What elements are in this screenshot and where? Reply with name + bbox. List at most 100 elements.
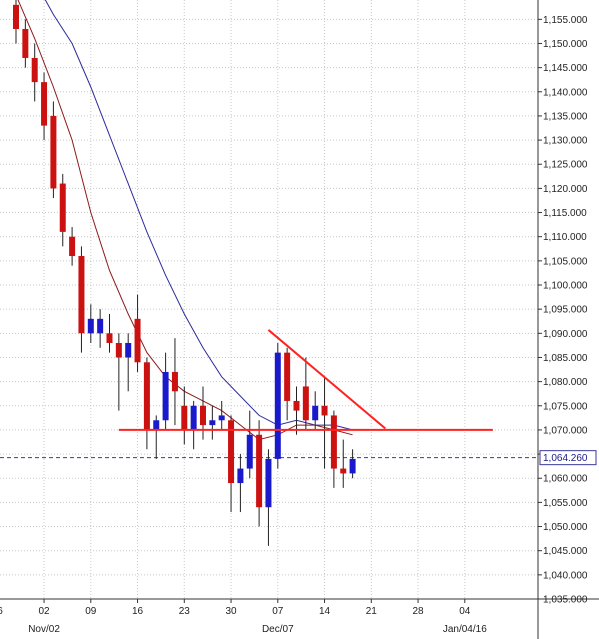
candle-body (349, 458, 356, 474)
candle-body (265, 458, 272, 508)
candle-bullish (312, 391, 319, 430)
current-price-tag-label: 1,064.260 (543, 453, 588, 464)
candle-body (134, 318, 141, 363)
candle-body (59, 183, 66, 232)
x-tick-label: 21 (366, 606, 378, 617)
candle-bearish (50, 101, 57, 199)
candle-body (284, 352, 291, 401)
candle-body (41, 82, 48, 126)
y-tick-label: 1,055.000 (543, 498, 588, 509)
candle-body (228, 420, 235, 484)
x-tick-label: 09 (85, 606, 97, 617)
candlestick-series (13, 0, 356, 546)
candle-bearish (69, 227, 76, 266)
y-tick-label: 1,140.000 (543, 87, 588, 98)
candle-body (106, 333, 113, 343)
y-tick-label: 1,145.000 (543, 63, 588, 74)
candle-body (162, 371, 169, 421)
candle-bullish (265, 449, 272, 546)
candle-bearish (284, 347, 291, 421)
x-month-label: Jan/04/16 (443, 624, 487, 635)
candle-bullish (349, 449, 356, 479)
candle-body (330, 415, 337, 469)
y-tick-label: 1,040.000 (543, 570, 588, 581)
candle-body (22, 28, 29, 58)
y-tick-label: 1,080.000 (543, 377, 588, 388)
candle-bullish (190, 400, 197, 450)
y-tick-label: 1,085.000 (543, 353, 588, 364)
candle-bearish (340, 439, 347, 488)
candle-body (340, 468, 347, 474)
y-tick-label: 1,130.000 (543, 136, 588, 147)
candle-body (78, 256, 85, 334)
candle-body (190, 405, 197, 430)
x-tick-label: 07 (272, 606, 284, 617)
candle-bearish (256, 420, 263, 527)
candle-bullish (209, 405, 216, 440)
candle-bullish (87, 304, 94, 343)
candle-body (293, 400, 300, 411)
candle-body (171, 371, 178, 392)
candle-body (97, 318, 104, 334)
x-month-label: Nov/02 (28, 624, 60, 635)
y-tick-label: 1,045.000 (543, 546, 588, 557)
trendline-descending (267, 329, 386, 430)
x-tick-label: 28 (412, 606, 424, 617)
y-tick-label: 1,135.000 (543, 111, 588, 122)
y-tick-label: 1,110.000 (543, 232, 587, 243)
candle-body (50, 115, 57, 189)
candle-bearish (143, 357, 150, 450)
candle-bullish (162, 352, 169, 430)
candle-bearish (115, 333, 122, 411)
candle-bullish (274, 342, 281, 469)
x-month-label: Dec/07 (262, 624, 294, 635)
candle-bearish (330, 410, 337, 488)
x-axis-tick-labels: 26 02 09 16 23 30 07 14 21 28 04 Nov/02 Dec/07 Jan/04… (0, 606, 487, 635)
candle-bearish (293, 386, 300, 435)
y-tick-label: 1,105.000 (543, 256, 588, 267)
candle-bearish (78, 246, 85, 353)
x-tick-label: 16 (132, 606, 144, 617)
y-tick-label: 1,120.000 (543, 184, 588, 195)
candle-bearish (171, 338, 178, 426)
candle-body (153, 420, 160, 430)
moving-average-slow-line (44, 0, 353, 431)
y-tick-label: 1,075.000 (543, 401, 588, 412)
candle-bearish (59, 173, 66, 247)
candle-body (246, 434, 253, 469)
x-tick-label: 04 (459, 606, 471, 617)
candle-body (200, 405, 206, 426)
candle-bearish (13, 0, 19, 44)
candle-body (125, 342, 132, 358)
candle-bearish (134, 294, 141, 372)
y-axis-tick-labels: 1,035.000 1,040.000 1,045.000 1,050.000 1,05… (543, 15, 588, 606)
candle-bearish (22, 19, 29, 68)
trendlines (118, 329, 493, 431)
y-tick-label: 1,125.000 (543, 160, 588, 171)
candle-bearish (106, 313, 113, 353)
candle-bullish (153, 415, 160, 459)
candle-body (218, 415, 225, 421)
x-tick-label: 23 (179, 606, 191, 617)
candle-bullish (125, 333, 132, 392)
candle-body (31, 57, 38, 83)
candle-body (69, 236, 76, 257)
candle-bearish (200, 386, 206, 440)
candle-bearish (228, 415, 235, 513)
y-tick-label: 1,100.000 (543, 281, 588, 292)
y-tick-label: 1,115.000 (543, 208, 587, 219)
x-tick-label: 02 (38, 606, 50, 617)
candle-bearish (41, 72, 48, 141)
y-tick-label: 1,150.000 (543, 39, 588, 50)
candle-bullish (218, 400, 225, 430)
x-tick-label: 30 (225, 606, 237, 617)
candle-bearish (31, 43, 38, 102)
y-tick-label: 1,035.000 (543, 595, 588, 606)
candle-bullish (246, 410, 253, 479)
candle-bearish (302, 357, 309, 430)
candle-body (312, 405, 319, 421)
y-tick-label: 1,070.000 (543, 425, 588, 436)
y-tick-label: 1,050.000 (543, 522, 588, 533)
candle-body (321, 405, 328, 416)
